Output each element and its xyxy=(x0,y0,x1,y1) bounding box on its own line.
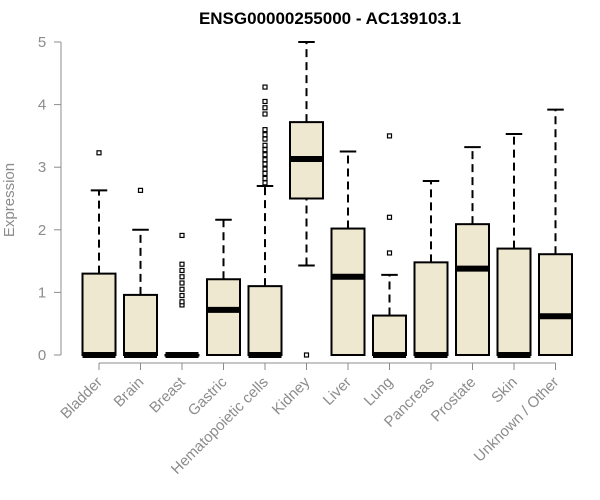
outlier-point xyxy=(262,180,268,186)
box-pancreas xyxy=(413,179,449,358)
outlier-point xyxy=(386,133,393,139)
outlier-point xyxy=(386,214,393,220)
box-brain xyxy=(123,187,158,358)
outlier-point xyxy=(179,299,185,305)
outlier-point xyxy=(262,157,268,163)
box-body xyxy=(123,293,158,356)
box-gastric xyxy=(206,218,241,356)
outlier-point xyxy=(262,170,268,177)
x-tick-label: Lung xyxy=(361,374,397,410)
outlier-point xyxy=(179,267,185,274)
outlier-point xyxy=(179,292,185,299)
outlier-point xyxy=(262,127,268,133)
box-body xyxy=(413,261,449,356)
outlier-point xyxy=(386,250,393,256)
y-axis-label: Expression xyxy=(1,163,18,237)
outlier-point xyxy=(262,105,268,111)
box-breast xyxy=(164,232,200,358)
x-tick-label: Skin xyxy=(488,374,521,407)
chart-title: ENSG00000255000 - AC139103.1 xyxy=(199,9,461,28)
box-body xyxy=(496,247,532,356)
outlier-point xyxy=(262,84,268,90)
box-hematopoietic-cells xyxy=(247,84,283,358)
y-tick-label: 4 xyxy=(38,97,46,114)
box-body xyxy=(455,223,490,356)
outlier-point xyxy=(179,280,185,286)
box-lung xyxy=(372,133,407,358)
box-body xyxy=(206,278,241,356)
outlier-point xyxy=(262,161,268,167)
outlier-point xyxy=(262,147,268,153)
box-prostate xyxy=(455,146,490,356)
outlier-point xyxy=(262,98,268,105)
box-unknown-other xyxy=(538,108,573,357)
y-axis: 0 1 2 3 4 5 xyxy=(38,34,62,364)
x-tick-label: Bladder xyxy=(57,374,106,423)
y-tick-label: 2 xyxy=(38,222,46,239)
box-body xyxy=(372,314,407,357)
x-tick-label: Kidney xyxy=(269,373,314,418)
box-bladder xyxy=(81,150,117,358)
outlier-point xyxy=(262,175,268,182)
outlier-point xyxy=(262,166,268,172)
y-tick-label: 1 xyxy=(38,284,46,301)
x-tick-label: Liver xyxy=(320,374,355,409)
outlier-point xyxy=(262,111,268,117)
box-kidney xyxy=(289,41,324,358)
outlier-point xyxy=(137,187,144,193)
outlier-point xyxy=(96,150,102,156)
outlier-point xyxy=(262,132,268,138)
box-skin xyxy=(496,133,532,358)
outlier-point xyxy=(179,232,185,239)
y-tick-label: 0 xyxy=(38,347,46,364)
box-body xyxy=(330,227,366,357)
plot-area xyxy=(81,41,573,358)
outlier-point xyxy=(262,152,268,158)
outlier-point xyxy=(179,274,185,280)
x-tick-label: Breast xyxy=(146,373,189,416)
outlier-point xyxy=(303,352,310,358)
box-body xyxy=(81,272,117,356)
x-tick-label: Prostate xyxy=(428,374,480,426)
y-tick-label: 5 xyxy=(38,34,46,51)
outlier-point xyxy=(262,136,268,142)
box-body xyxy=(538,253,573,357)
box-body xyxy=(247,285,283,357)
x-tick-label: Brain xyxy=(111,374,148,411)
box-liver xyxy=(330,150,366,357)
y-tick-label: 3 xyxy=(38,159,46,176)
outlier-point xyxy=(179,286,185,292)
outlier-point xyxy=(179,261,185,267)
outlier-point xyxy=(262,142,268,148)
